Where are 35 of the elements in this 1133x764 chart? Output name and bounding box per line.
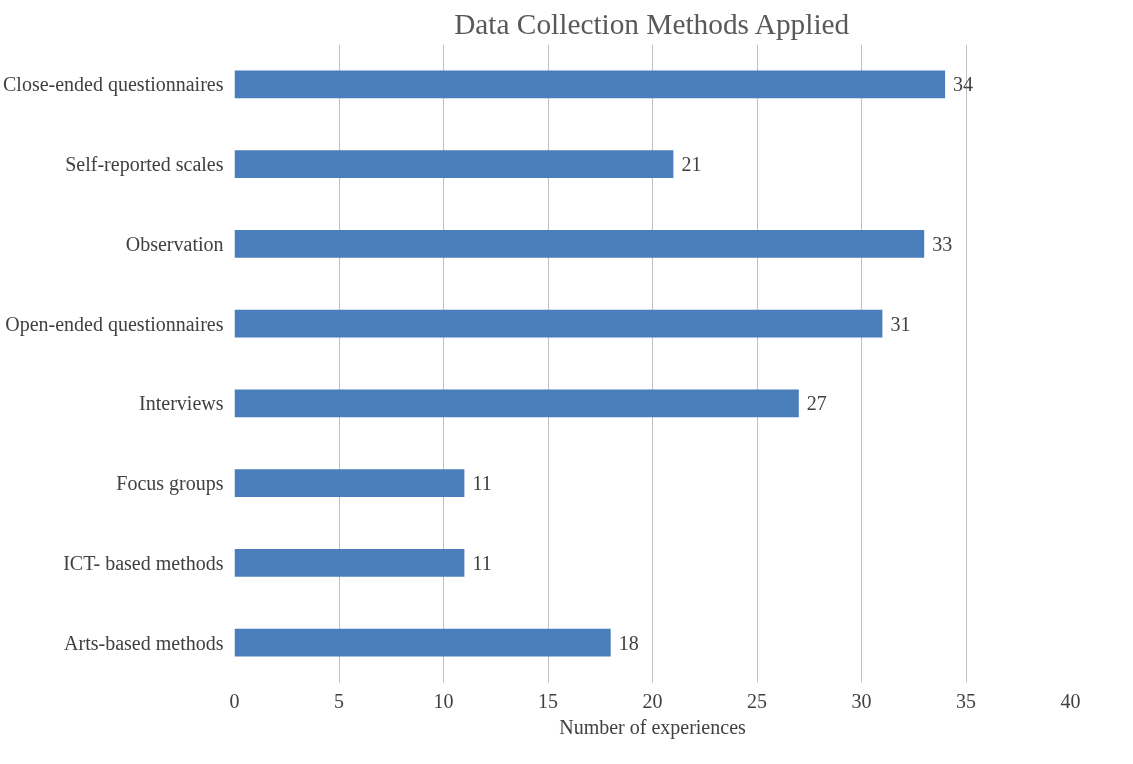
data-label: 31: [890, 312, 911, 335]
data-label: 33: [932, 232, 953, 255]
y-tick-label: Interviews: [139, 392, 224, 415]
x-tick-label: 0: [229, 689, 240, 712]
data-label: 18: [618, 631, 639, 654]
y-tick-label: Close-ended questionnaires: [3, 73, 224, 97]
y-tick-label: Observation: [125, 232, 224, 255]
chart-title: Data Collection Methods Applied: [454, 7, 850, 40]
bar: [234, 309, 883, 338]
bar: [234, 548, 465, 577]
bar: [234, 389, 799, 418]
y-tick-label: Open-ended questionnaires: [5, 312, 224, 336]
x-tick-label: 35: [956, 689, 976, 712]
bar: [234, 70, 946, 99]
x-tick-label: 15: [538, 689, 558, 712]
y-tick-label: Self-reported scales: [65, 153, 224, 177]
data-label: 21: [681, 153, 702, 176]
x-tick-label: 20: [642, 689, 663, 712]
x-tick-label: 5: [334, 689, 344, 712]
data-label: 34: [953, 73, 974, 96]
x-tick-label: 40: [1060, 689, 1081, 712]
y-tick-label: Focus groups: [116, 472, 224, 496]
x-tick-label: 25: [747, 689, 767, 712]
x-axis-title: Number of experiences: [559, 715, 747, 739]
data-label: 11: [472, 472, 492, 495]
data-label: 27: [806, 392, 827, 415]
bar: [234, 628, 611, 657]
x-tick-label: 10: [433, 689, 454, 712]
x-tick-label: 30: [851, 689, 872, 712]
bar: [234, 469, 465, 498]
bar: [234, 229, 925, 258]
bar: [234, 150, 674, 179]
y-tick-label: Arts-based methods: [64, 631, 224, 654]
y-tick-label: ICT- based methods: [63, 551, 224, 574]
data-label: 11: [472, 551, 492, 574]
